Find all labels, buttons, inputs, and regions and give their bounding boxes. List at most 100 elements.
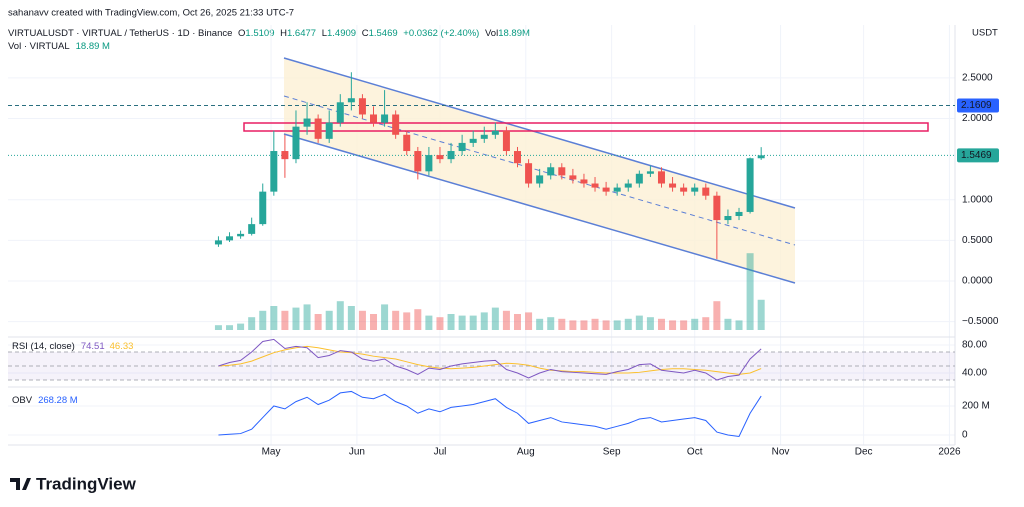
candle-body [469, 138, 477, 143]
currency: USDT [972, 28, 998, 39]
candle-body [214, 240, 222, 245]
change: +0.0362 (+2.40%) [403, 28, 479, 39]
y-tick-label: 0.5000 [962, 235, 993, 246]
symbol-legend: VIRTUALUSDT · VIRTUAL / TetherUS · 1D · … [8, 28, 530, 39]
candle-body [370, 114, 378, 123]
x-tick-label: Jun [349, 447, 365, 458]
volume-bar [469, 315, 477, 330]
volume-bar [403, 312, 411, 330]
volume-bar [657, 318, 665, 330]
volume-bar [292, 307, 300, 330]
volume-bar [669, 320, 677, 330]
resistance-zone [243, 122, 929, 132]
rsi-ma-value: 46.33 [110, 341, 134, 352]
vol-value: 18.89 M [76, 41, 110, 52]
candle-body [591, 183, 599, 188]
volume-bar [303, 304, 311, 330]
y-tick-label: 0.0000 [962, 276, 993, 287]
volume-bar [613, 320, 621, 330]
l-key: L [322, 28, 327, 39]
volume-bar [757, 299, 765, 330]
y-tick-label: 80.00 [962, 340, 987, 351]
y-tick-label: 0 [962, 430, 968, 441]
candle-body [336, 102, 344, 123]
y-tick-label: −0.5000 [962, 316, 999, 327]
candle-body [547, 167, 555, 176]
candle-body [702, 187, 710, 196]
y-tick-label: 2.5000 [962, 73, 993, 84]
candle-body [447, 151, 455, 160]
candle-body [569, 175, 577, 180]
volume-bar [635, 315, 643, 330]
volume-bar [370, 314, 378, 330]
volume-bar [414, 309, 422, 330]
volume-bar [336, 301, 344, 330]
volume-bar [436, 317, 444, 330]
candle-body [358, 98, 366, 115]
volume-bar [735, 320, 743, 330]
x-tick-label: Oct [687, 447, 703, 458]
candle-body [746, 158, 754, 212]
volume-bar [237, 323, 245, 330]
volume-bar [447, 314, 455, 330]
volume-bar [702, 317, 710, 330]
candle-body [381, 114, 389, 123]
candle-body [502, 130, 510, 152]
symbol: VIRTUALUSDT · VIRTUAL / TetherUS · 1D · … [8, 28, 232, 39]
y-tick-label: 2.0000 [962, 113, 993, 124]
volume-bar [591, 318, 599, 330]
x-tick-label: Dec [855, 447, 873, 458]
volume-bar [314, 314, 322, 330]
volume-bar [547, 317, 555, 330]
volume-bar [214, 325, 222, 330]
volume-bar [580, 320, 588, 330]
x-tick-label: Nov [772, 447, 790, 458]
channel-mid [283, 95, 796, 246]
volume-bar [381, 304, 389, 330]
obv-value: 268.28 M [38, 395, 78, 406]
rsi-legend: RSI (14, close) 74.51 46.33 [12, 341, 133, 352]
volume-bar [713, 301, 721, 330]
candle-body [669, 183, 677, 188]
candle-body [525, 163, 533, 184]
candle-body [657, 171, 665, 184]
volume-bar [602, 320, 610, 330]
logo-mark [10, 478, 31, 490]
candle-body [248, 224, 256, 234]
candle-body [325, 122, 333, 139]
price-label-box [957, 148, 999, 163]
volume-bar [502, 310, 510, 330]
brand: TradingView [36, 474, 137, 493]
candle-body [735, 211, 743, 217]
rsi-title: RSI (14, close) [12, 341, 75, 352]
volume-bar [536, 318, 544, 330]
volume-bar [358, 310, 366, 330]
candle-body [480, 134, 488, 139]
channel-bottom [283, 133, 796, 284]
candle-body [270, 151, 278, 192]
volume-bar [624, 318, 632, 330]
x-tick-label: Aug [517, 447, 535, 458]
candle-body [713, 195, 721, 221]
candle-body [691, 187, 699, 192]
volume-bar [226, 325, 234, 330]
candle-body [281, 151, 289, 160]
candle-body [403, 134, 411, 152]
x-tick-label: Jul [434, 447, 447, 458]
candle-body [392, 114, 400, 135]
candle-body [347, 98, 355, 103]
candle-body [602, 187, 610, 192]
volume-bar [425, 315, 433, 330]
rsi-ma-line [218, 345, 762, 375]
o-value: 1.5109 [245, 28, 274, 39]
candle-body [624, 183, 632, 188]
candle-body [458, 142, 466, 152]
volume-bar [513, 314, 521, 330]
volume-bar [569, 320, 577, 330]
credit: sahanavv created with TradingView.com, O… [8, 8, 294, 19]
volume-bar [680, 320, 688, 330]
volume-bar [746, 253, 754, 330]
volume-bar [392, 310, 400, 330]
volume-bar [646, 317, 654, 330]
